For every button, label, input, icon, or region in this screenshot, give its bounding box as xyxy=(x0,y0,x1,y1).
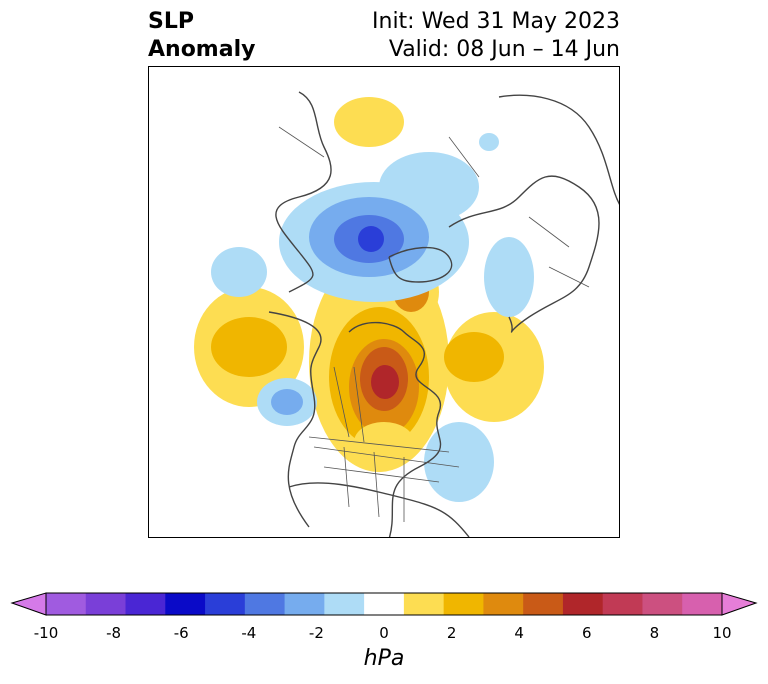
colorbar-outline-right xyxy=(721,592,758,616)
tick-label: -10 xyxy=(33,624,59,642)
colorbar-segment xyxy=(443,593,484,615)
negative-anomaly-europe xyxy=(484,237,534,317)
positive-anomaly-atlantic-core xyxy=(444,332,504,382)
colorbar-segment xyxy=(244,593,286,615)
map-dates: Init: Wed 31 May 2023 Valid: 08 Jun – 14… xyxy=(372,8,620,64)
positive-anomaly-north xyxy=(334,97,404,147)
colorbar-segment xyxy=(85,593,127,615)
tick-label: 0 xyxy=(379,624,389,642)
colorbar-segment xyxy=(602,593,643,615)
colorbar-segment xyxy=(364,593,405,615)
negative-anomaly-pacific-north xyxy=(211,247,267,297)
tick-label: -4 xyxy=(241,624,257,642)
borders xyxy=(278,126,590,522)
coastline-us xyxy=(288,482,470,537)
border-canada-1 xyxy=(333,366,350,438)
colorbar-segment xyxy=(403,593,445,615)
colorbar-segment xyxy=(523,593,564,615)
border-states-1 xyxy=(313,446,460,468)
tick-label: -8 xyxy=(106,624,122,642)
border-asia-2 xyxy=(278,126,325,158)
colorbar-segment xyxy=(562,593,604,615)
border-states-4 xyxy=(373,451,380,518)
border-states-3 xyxy=(343,446,350,508)
anomaly-map xyxy=(194,91,619,537)
coastlines xyxy=(268,91,619,537)
positive-anomaly-max xyxy=(371,365,399,399)
negative-anomaly-arctic-north xyxy=(379,152,479,222)
map-title: SLP Anomaly xyxy=(148,8,255,64)
coastline-europe xyxy=(448,175,600,333)
negative-anomaly-arctic-core xyxy=(358,226,384,252)
map-panel xyxy=(148,66,620,538)
negative-anomaly-atlantic-west xyxy=(424,422,494,502)
colorbar-segment xyxy=(682,593,723,615)
coastline-greenland xyxy=(388,246,453,283)
border-europe-1 xyxy=(528,216,570,248)
colorbar-segments xyxy=(46,593,723,615)
negative-anomaly-fills xyxy=(211,133,534,502)
title-anomaly: Anomaly xyxy=(148,37,256,62)
border-europe-2 xyxy=(548,266,590,288)
colorbar-segment xyxy=(165,593,206,615)
border-states-2 xyxy=(323,466,440,483)
colorbar-outline-left xyxy=(10,592,47,616)
tick-label: -2 xyxy=(308,624,324,642)
positive-anomaly-east-us xyxy=(354,422,414,462)
positive-anomaly-west-core xyxy=(211,317,287,377)
tick-label: 10 xyxy=(712,624,732,642)
colorbar-segment xyxy=(125,593,166,615)
valid-range: Valid: 08 Jun – 14 Jun xyxy=(388,37,620,62)
tick-label: 6 xyxy=(582,624,592,642)
coastline-asia xyxy=(498,94,619,205)
coastline-west-na xyxy=(268,311,322,528)
colorbar-segment xyxy=(483,593,524,615)
colorbar-segment xyxy=(46,593,87,615)
colorbar-extend-high xyxy=(722,593,756,615)
tick-label: 4 xyxy=(514,624,524,642)
tick-label: 8 xyxy=(649,624,660,642)
border-us-canada xyxy=(308,436,450,453)
colorbar-extend-low xyxy=(12,593,46,615)
border-canada-2 xyxy=(353,366,365,443)
border-asia-1 xyxy=(448,136,480,178)
colorbar-segment xyxy=(205,593,246,615)
colorbar xyxy=(10,592,758,616)
negative-anomaly-small xyxy=(479,133,499,151)
colorbar-segment xyxy=(324,593,365,615)
colorbar-units: hPa xyxy=(363,646,405,671)
colorbar-segment xyxy=(284,593,325,615)
title-variable: SLP xyxy=(148,9,194,34)
init-date: Init: Wed 31 May 2023 xyxy=(372,9,620,34)
coastline-russia xyxy=(275,91,332,293)
tick-label: 2 xyxy=(446,624,457,642)
coastline-east-na xyxy=(348,321,442,537)
tick-label: -6 xyxy=(173,624,189,642)
negative-anomaly-pacific-core xyxy=(271,389,303,415)
colorbar-segment xyxy=(642,593,683,615)
